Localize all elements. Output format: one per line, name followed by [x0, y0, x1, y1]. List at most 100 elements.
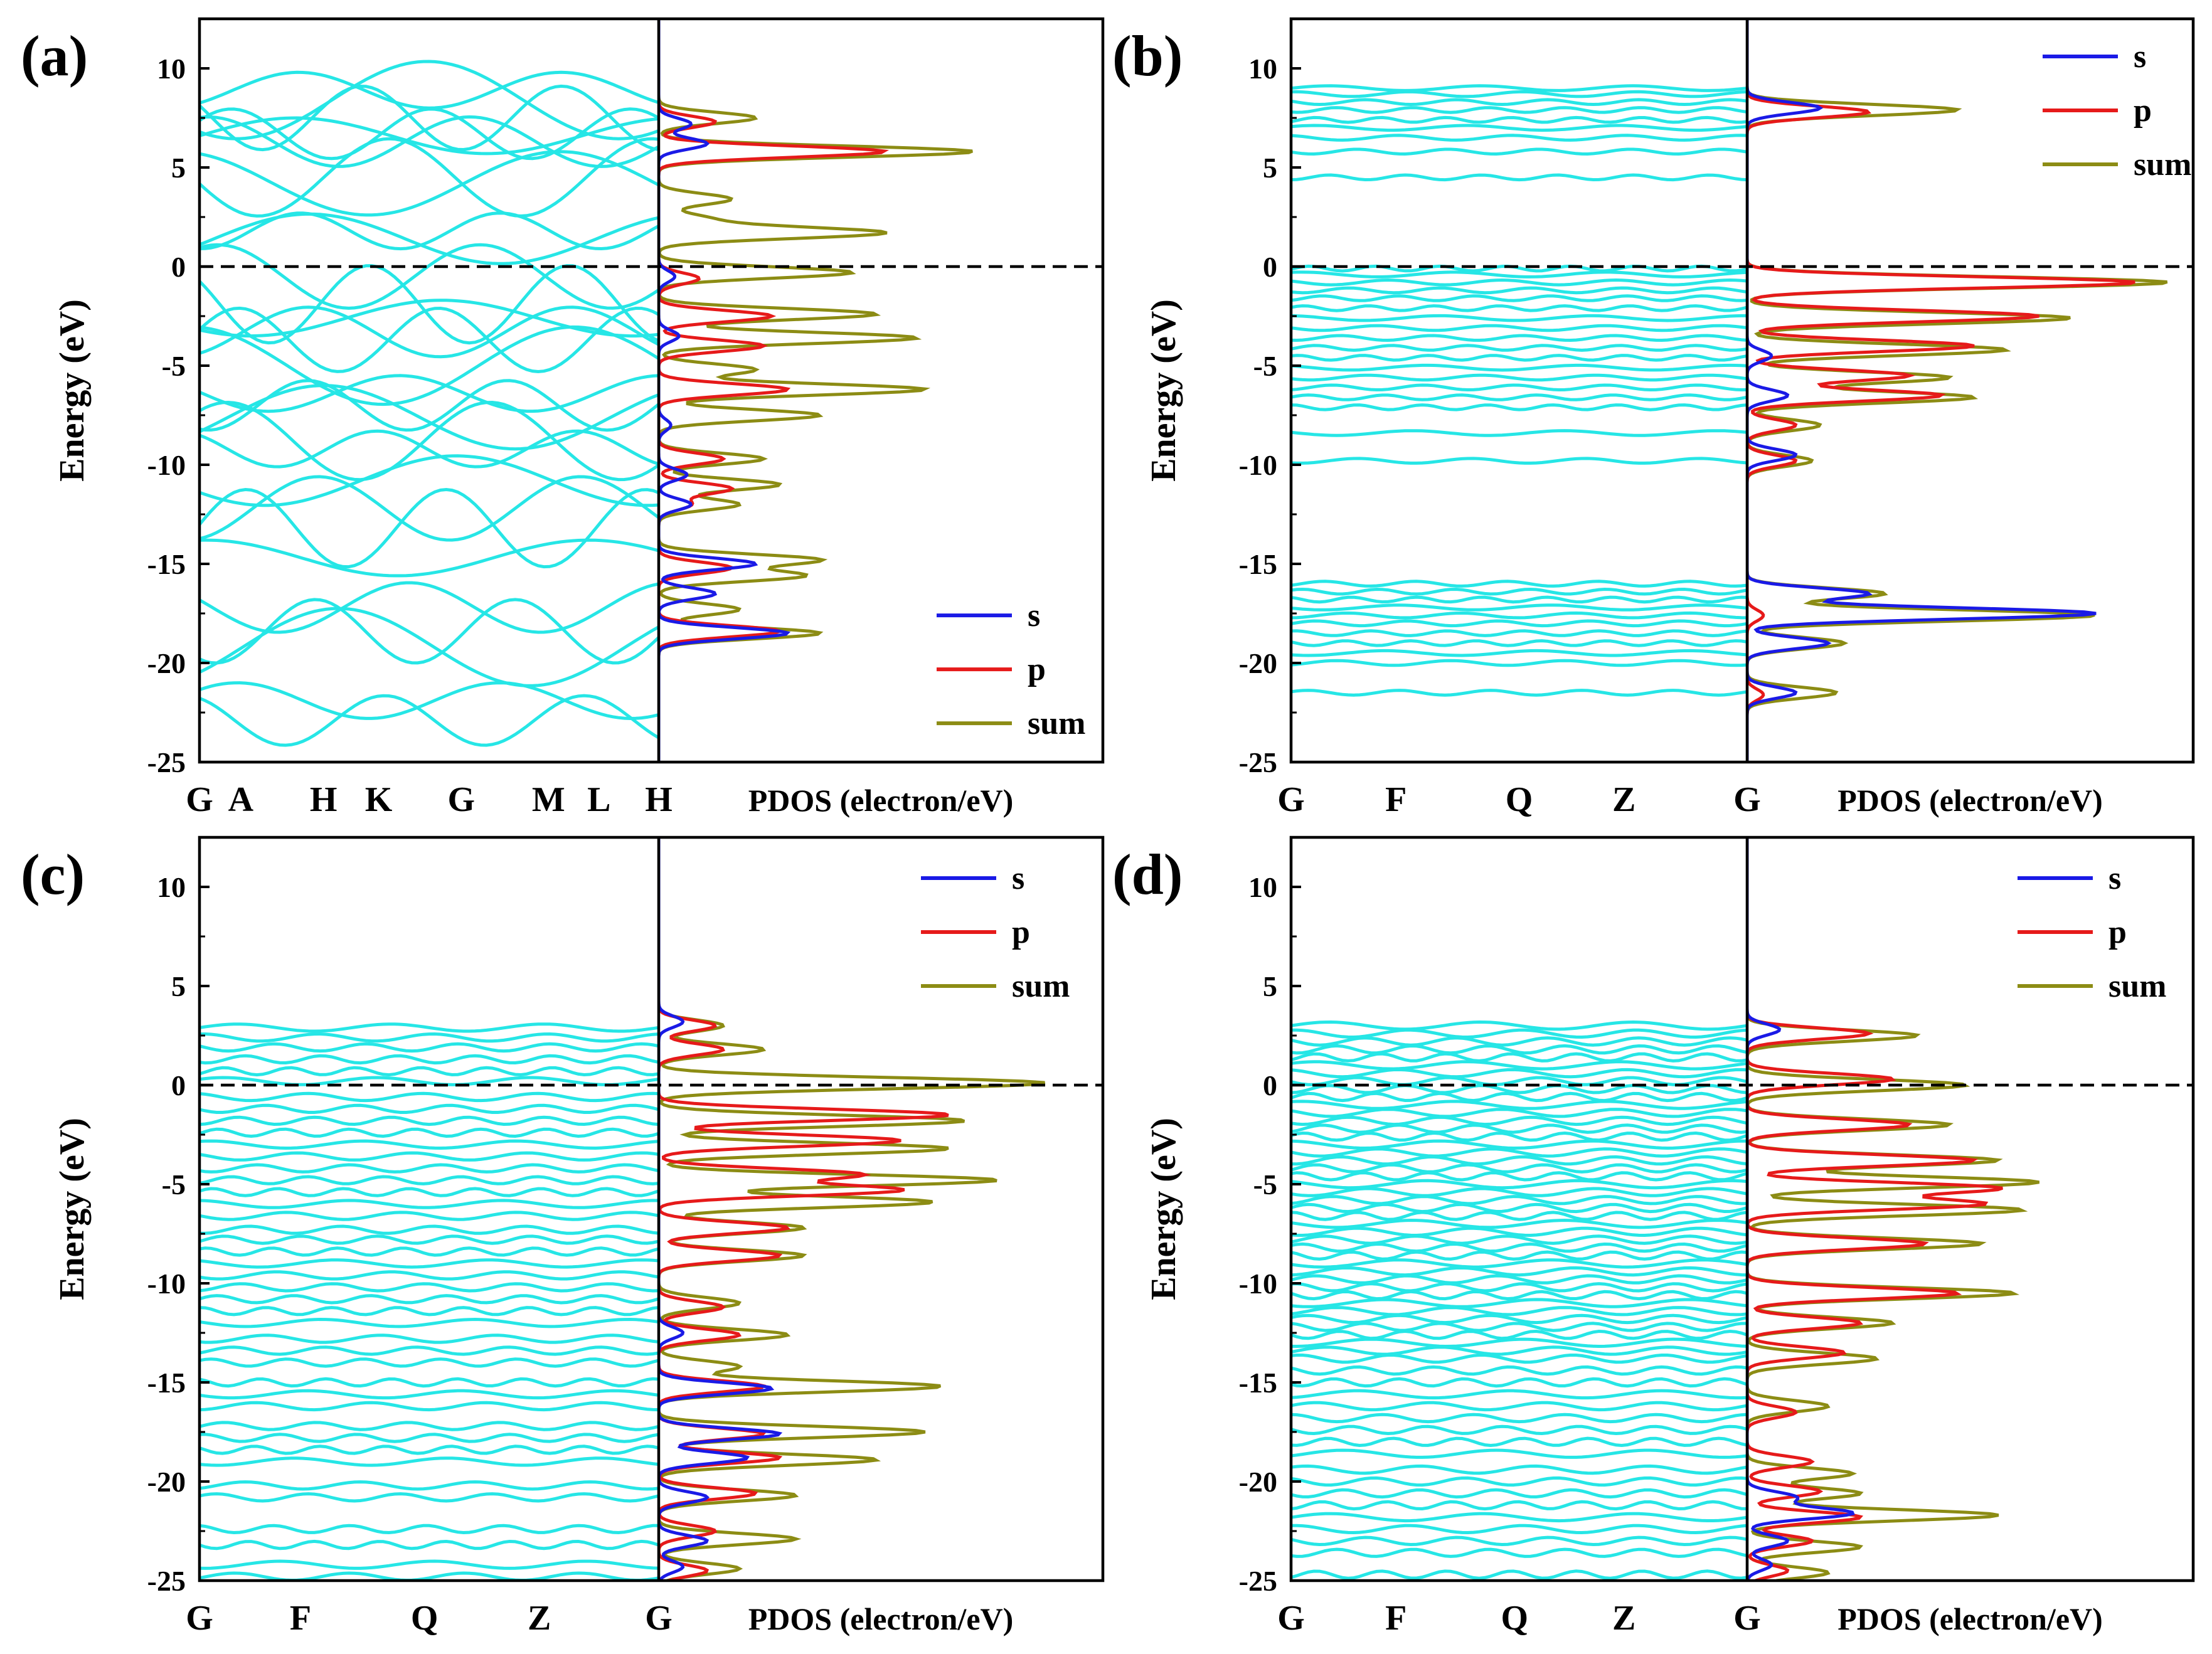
kpoint-label: G — [186, 780, 213, 819]
y-tick-label: 10 — [1248, 871, 1277, 903]
band-line — [1291, 611, 1747, 620]
band-line — [1291, 314, 1747, 322]
band-line — [199, 475, 659, 542]
band-line — [1291, 1147, 1747, 1158]
pdos-axis-label: PDOS (electron/eV) — [748, 783, 1014, 818]
band-line — [1291, 324, 1747, 332]
band-line — [199, 1539, 659, 1551]
legend-label-p: p — [1012, 914, 1030, 950]
panel-label: (c) — [21, 842, 85, 906]
band-line — [1291, 580, 1747, 588]
kpoint-label: Q — [1506, 780, 1533, 819]
band-line — [1291, 1171, 1747, 1182]
legend-label-p: p — [2108, 914, 2127, 950]
band-structure — [199, 1022, 659, 1581]
band-line — [1291, 1226, 1747, 1238]
band-line — [1291, 1187, 1747, 1197]
band-line — [199, 137, 659, 218]
band-line — [1291, 363, 1747, 372]
legend-label-s: s — [1028, 598, 1040, 634]
band-line — [1291, 1424, 1747, 1436]
pdos-sum-line — [659, 19, 973, 762]
band-line — [199, 1139, 659, 1150]
y-tick-label: -15 — [1239, 548, 1277, 580]
band-line — [199, 1306, 659, 1317]
kpoint-label: K — [365, 780, 393, 819]
kpoint-label: G — [447, 780, 475, 819]
y-axis-label: Energy (eV) — [53, 299, 92, 482]
band-line — [199, 70, 659, 110]
band-line — [1291, 270, 1747, 278]
band-line — [1291, 1313, 1747, 1325]
band-line — [199, 429, 659, 469]
band-line — [1291, 393, 1747, 401]
panel-3: 10 5 0 -5 -10 -15 -20 -25 Energy (eV) (c) G F Q Z G PDO… — [21, 835, 1105, 1638]
y-tick-label: 5 — [171, 152, 186, 184]
band-line — [199, 1054, 659, 1065]
plot-frame — [1289, 835, 2195, 1582]
band-line — [199, 305, 659, 359]
band-line — [1291, 1266, 1747, 1277]
band-line — [1291, 1448, 1747, 1459]
band-line — [1291, 429, 1747, 437]
band-line — [1291, 115, 1747, 124]
band-line — [199, 1377, 659, 1388]
y-tick-label: -15 — [1239, 1367, 1277, 1399]
band-line — [1291, 1060, 1747, 1071]
band-line — [1291, 1524, 1747, 1535]
y-tick-label: -10 — [147, 449, 186, 481]
band-line — [1291, 1500, 1747, 1511]
band-line — [1291, 1076, 1747, 1086]
band-line — [199, 1211, 659, 1221]
band-line — [199, 1480, 659, 1491]
band-line — [1291, 354, 1747, 362]
pdos-curves — [659, 837, 1046, 1581]
y-tick-label: -10 — [1239, 449, 1277, 481]
band-line — [199, 1234, 659, 1245]
y-tick-label: -5 — [1253, 350, 1277, 382]
band-line — [1291, 1091, 1747, 1103]
legend-label-s: s — [1012, 861, 1024, 896]
band-line — [1291, 1274, 1747, 1285]
band-line — [1291, 106, 1747, 114]
band-line — [199, 1571, 659, 1581]
band-line — [199, 1559, 659, 1570]
band-line — [199, 487, 659, 569]
band-line — [1291, 1282, 1747, 1293]
band-structure — [199, 60, 659, 747]
kpoint-label: H — [310, 780, 338, 819]
panel-2: 10 5 0 -5 -10 -15 -20 -25 Energy (eV) (b) G F Q Z G PDO… — [1112, 17, 2195, 819]
band-line — [1291, 1108, 1747, 1118]
y-tick-label: 5 — [171, 970, 186, 1002]
y-tick-label: -15 — [147, 1367, 186, 1399]
kpoint-label: G — [1277, 780, 1305, 819]
band-line — [199, 116, 659, 156]
band-line — [1291, 1512, 1747, 1523]
y-axis-label: Energy (eV) — [53, 1118, 92, 1300]
band-line — [199, 1246, 659, 1257]
band-line — [199, 1294, 659, 1305]
band-line — [199, 1333, 659, 1344]
band-line — [1291, 1195, 1747, 1206]
pdos-axis-label: PDOS (electron/eV) — [1837, 783, 2103, 818]
y-tick-label: -5 — [162, 1169, 186, 1201]
legend-label-sum: sum — [2134, 147, 2191, 183]
panel-label: (a) — [21, 24, 88, 88]
band-line — [199, 243, 659, 310]
band-line — [1291, 619, 1747, 628]
band-line — [199, 84, 659, 152]
pdos-p-line — [1747, 19, 2135, 762]
band-line — [1291, 629, 1747, 637]
band-line — [1291, 1436, 1747, 1448]
band-line — [1291, 1084, 1747, 1095]
kpoint-label: F — [1385, 1599, 1406, 1638]
band-line — [1291, 1139, 1747, 1150]
band-line — [199, 107, 659, 161]
band-line — [1291, 1218, 1747, 1229]
band-line — [1291, 1413, 1747, 1424]
y-tick-label: 5 — [1263, 970, 1277, 1002]
band-line — [199, 1163, 659, 1174]
pdos-s-line — [659, 837, 783, 1581]
band-line — [1291, 1123, 1747, 1134]
